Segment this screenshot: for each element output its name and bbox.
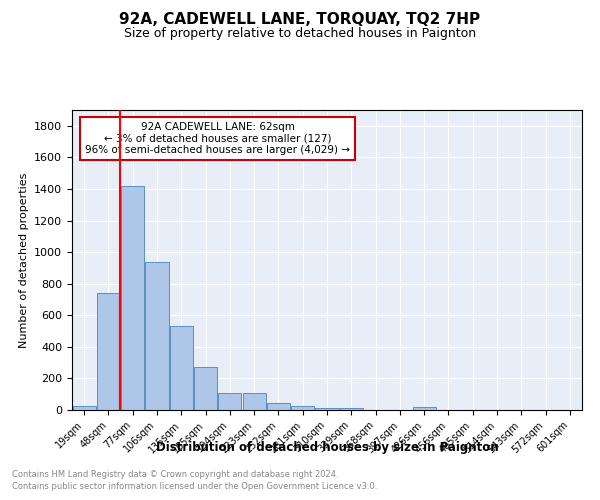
Bar <box>316 408 338 410</box>
Text: 92A, CADEWELL LANE, TORQUAY, TQ2 7HP: 92A, CADEWELL LANE, TORQUAY, TQ2 7HP <box>119 12 481 28</box>
Text: Contains HM Land Registry data © Crown copyright and database right 2024.: Contains HM Land Registry data © Crown c… <box>12 470 338 479</box>
Bar <box>145 262 169 410</box>
Bar <box>218 392 241 410</box>
Bar <box>242 394 266 410</box>
Text: Contains public sector information licensed under the Open Government Licence v3: Contains public sector information licen… <box>12 482 377 491</box>
Bar <box>413 407 436 410</box>
Bar <box>291 406 314 410</box>
Bar <box>340 408 363 410</box>
Bar <box>97 293 120 410</box>
Bar <box>170 326 193 410</box>
Bar <box>73 406 95 410</box>
Text: Size of property relative to detached houses in Paignton: Size of property relative to detached ho… <box>124 28 476 40</box>
Bar <box>121 186 144 410</box>
Text: Distribution of detached houses by size in Paignton: Distribution of detached houses by size … <box>155 441 499 454</box>
Y-axis label: Number of detached properties: Number of detached properties <box>19 172 29 348</box>
Bar <box>267 403 290 410</box>
Text: 92A CADEWELL LANE: 62sqm
← 3% of detached houses are smaller (127)
96% of semi-d: 92A CADEWELL LANE: 62sqm ← 3% of detache… <box>85 122 350 155</box>
Bar <box>194 368 217 410</box>
